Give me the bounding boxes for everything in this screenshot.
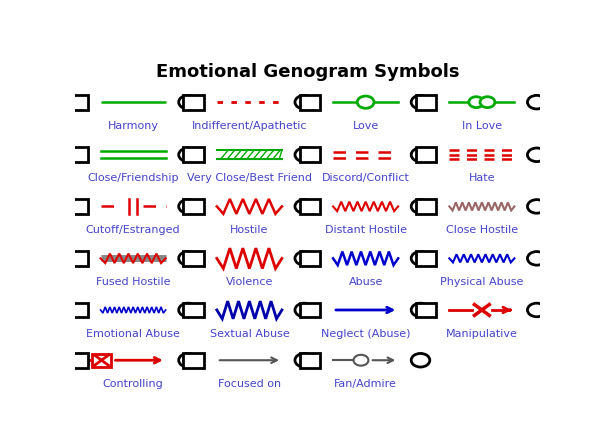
Text: Violence: Violence: [226, 277, 273, 287]
Text: Very Close/Best Friend: Very Close/Best Friend: [187, 173, 312, 183]
Text: Indifferent/Apathetic: Indifferent/Apathetic: [191, 121, 307, 131]
Bar: [67, 303, 88, 318]
Circle shape: [179, 148, 197, 161]
Circle shape: [469, 97, 484, 108]
Bar: [184, 95, 204, 110]
Circle shape: [179, 251, 197, 265]
Circle shape: [411, 353, 430, 367]
Circle shape: [480, 97, 495, 108]
Bar: [184, 147, 204, 162]
Circle shape: [411, 95, 430, 109]
Circle shape: [295, 353, 314, 367]
Text: Distant Hostile: Distant Hostile: [325, 225, 407, 235]
Text: Abuse: Abuse: [349, 277, 383, 287]
Circle shape: [527, 251, 546, 265]
Text: Neglect (Abuse): Neglect (Abuse): [321, 329, 410, 339]
Circle shape: [179, 95, 197, 109]
Text: Manipulative: Manipulative: [446, 329, 518, 339]
Circle shape: [411, 303, 430, 317]
Text: Sextual Abuse: Sextual Abuse: [209, 329, 289, 339]
Circle shape: [411, 148, 430, 161]
Circle shape: [527, 200, 546, 213]
Text: Hate: Hate: [469, 173, 495, 183]
Bar: [416, 147, 436, 162]
Bar: [184, 353, 204, 368]
Bar: [416, 251, 436, 266]
Circle shape: [295, 148, 314, 161]
Text: Physical Abuse: Physical Abuse: [440, 277, 524, 287]
Circle shape: [295, 303, 314, 317]
Circle shape: [295, 95, 314, 109]
Circle shape: [353, 355, 368, 366]
Bar: [299, 303, 320, 318]
Bar: [67, 353, 88, 368]
Bar: [299, 95, 320, 110]
Circle shape: [179, 200, 197, 213]
Bar: [184, 303, 204, 318]
Text: Hostile: Hostile: [230, 225, 269, 235]
Text: Cutoff/Estranged: Cutoff/Estranged: [86, 225, 181, 235]
Bar: [299, 199, 320, 214]
Circle shape: [295, 251, 314, 265]
Bar: [67, 199, 88, 214]
Bar: [67, 147, 88, 162]
Text: Love: Love: [353, 121, 379, 131]
Circle shape: [411, 251, 430, 265]
Circle shape: [527, 303, 546, 317]
Bar: [416, 199, 436, 214]
Text: Close/Friendship: Close/Friendship: [88, 173, 179, 183]
Bar: [416, 303, 436, 318]
Bar: [67, 95, 88, 110]
Circle shape: [295, 200, 314, 213]
Bar: [299, 147, 320, 162]
Bar: [299, 251, 320, 266]
Text: Fan/Admire: Fan/Admire: [334, 379, 397, 389]
Text: Controlling: Controlling: [103, 379, 163, 389]
Text: Emotional Abuse: Emotional Abuse: [86, 329, 180, 339]
Bar: [92, 354, 111, 367]
Bar: [416, 95, 436, 110]
Circle shape: [527, 148, 546, 161]
Text: Harmony: Harmony: [107, 121, 158, 131]
Text: Fused Hostile: Fused Hostile: [96, 277, 170, 287]
Bar: [184, 199, 204, 214]
Bar: [299, 353, 320, 368]
Text: Discord/Conflict: Discord/Conflict: [322, 173, 410, 183]
Bar: [184, 251, 204, 266]
Circle shape: [357, 96, 374, 108]
Text: Close Hostile: Close Hostile: [446, 225, 518, 235]
Circle shape: [179, 353, 197, 367]
Text: In Love: In Love: [462, 121, 502, 131]
Bar: [67, 251, 88, 266]
Circle shape: [411, 200, 430, 213]
Circle shape: [527, 95, 546, 109]
Circle shape: [179, 303, 197, 317]
Text: Emotional Genogram Symbols: Emotional Genogram Symbols: [156, 63, 459, 81]
Text: Focused on: Focused on: [218, 379, 281, 389]
